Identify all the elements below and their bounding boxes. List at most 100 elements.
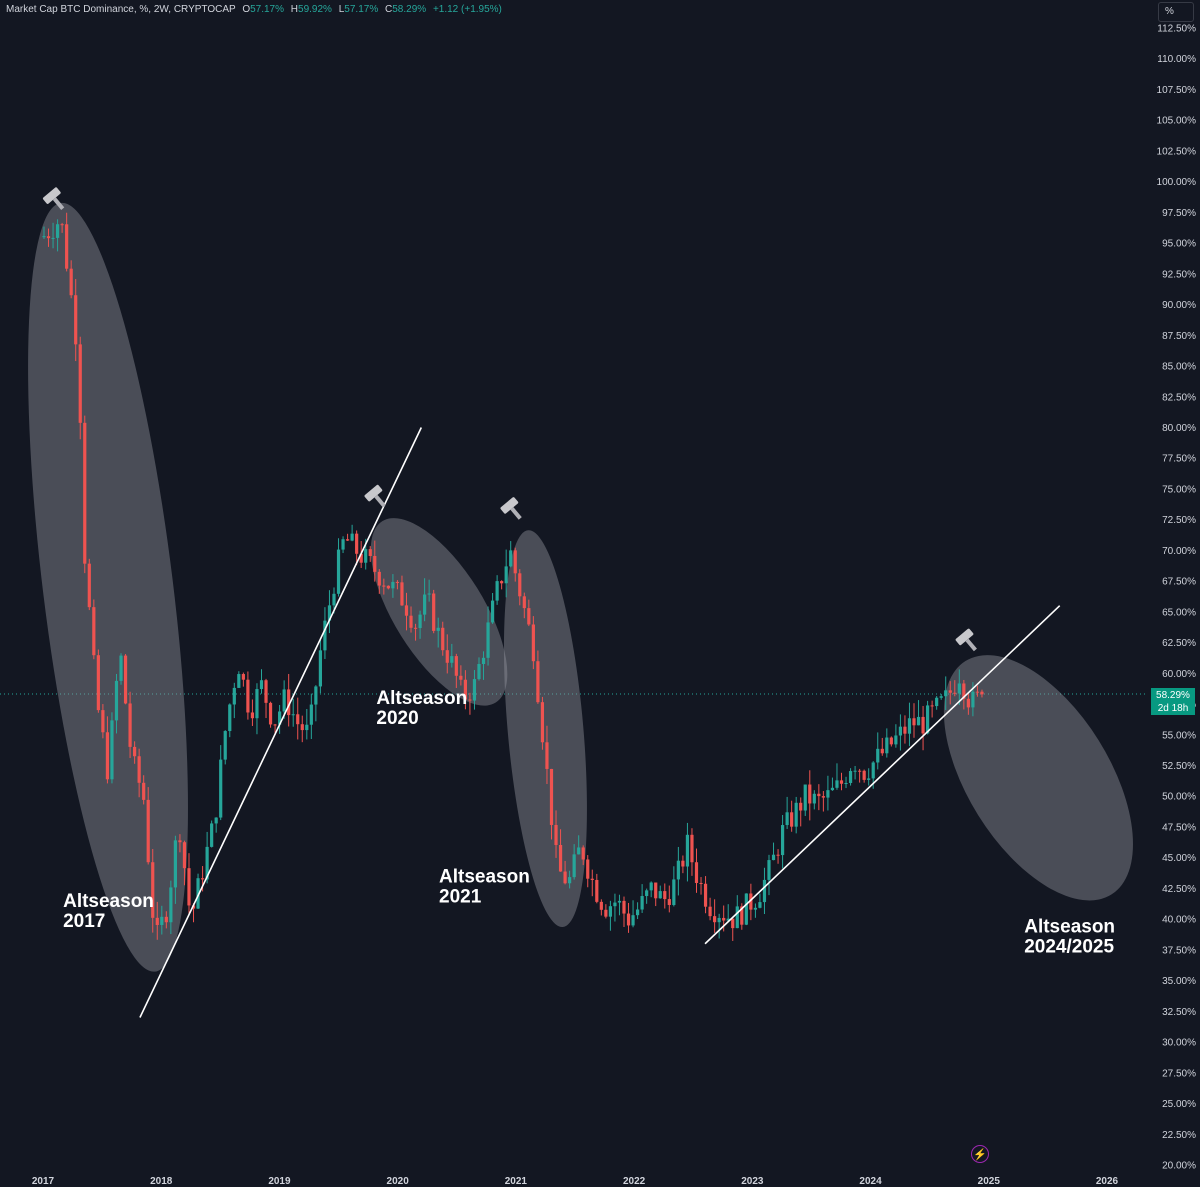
candle-body — [490, 600, 495, 623]
candle-body — [445, 650, 449, 663]
low-label: L — [338, 4, 345, 15]
y-tick-label: 82.50% — [1162, 392, 1196, 403]
candle-body — [522, 596, 526, 609]
candle-body — [436, 627, 440, 631]
candle-body — [921, 716, 925, 734]
candle-body — [935, 697, 939, 707]
candle-body — [903, 726, 907, 734]
candle-body — [509, 550, 513, 567]
candle-body — [323, 620, 327, 651]
candle-body — [246, 679, 250, 713]
candle-body — [925, 705, 930, 734]
y-tick-label: 45.00% — [1162, 853, 1196, 864]
candle-body — [812, 793, 816, 804]
y-tick-label: 30.00% — [1162, 1038, 1196, 1049]
candle-body — [740, 906, 744, 925]
candle-body — [880, 748, 884, 754]
candle-body — [554, 824, 558, 845]
altseason-label: Altseason — [63, 891, 154, 912]
y-tick-label: 32.50% — [1162, 1007, 1196, 1018]
candle-body — [862, 770, 866, 780]
candle-body — [654, 882, 658, 899]
altseason-ellipse — [503, 530, 587, 928]
candle-body — [259, 680, 264, 690]
candle-body — [468, 699, 472, 701]
candle-body — [717, 917, 721, 923]
candle-body — [223, 731, 227, 760]
high-label: H — [290, 4, 299, 15]
percent-scale-button[interactable]: % — [1158, 2, 1194, 22]
candle-body — [83, 422, 87, 564]
candle-body — [885, 737, 889, 754]
candle-body — [69, 268, 73, 296]
price-tag-value: 58.29% — [1156, 690, 1190, 701]
candle-body — [105, 732, 110, 780]
candle-body — [42, 236, 46, 238]
candle-body — [558, 844, 563, 872]
candle-body — [96, 655, 100, 711]
candle-body — [287, 689, 291, 716]
candle-body — [327, 605, 332, 621]
candle-body — [296, 714, 300, 725]
altseason-label: 2024/2025 — [1024, 937, 1114, 958]
candle-body — [78, 344, 82, 423]
y-tick-label: 42.50% — [1162, 884, 1196, 895]
candle-body — [219, 759, 223, 818]
y-tick-label: 25.00% — [1162, 1099, 1196, 1110]
candle-body — [60, 224, 64, 226]
trendline[interactable] — [704, 605, 1061, 945]
high-value: 59.92% — [298, 4, 332, 15]
candle-body — [821, 796, 825, 798]
candle-body — [699, 882, 703, 884]
candle-body — [409, 615, 413, 628]
candle-body — [540, 702, 545, 743]
candle-body — [450, 656, 454, 663]
candle-body — [278, 711, 282, 725]
candle-body — [848, 771, 853, 783]
candle-body — [568, 877, 572, 884]
candle-body — [214, 817, 218, 824]
y-tick-label: 100.00% — [1157, 177, 1197, 188]
candle-body — [373, 555, 377, 572]
y-tick-label: 107.50% — [1157, 85, 1197, 96]
altseason-label: 2021 — [439, 886, 482, 907]
candle-body — [608, 906, 613, 917]
candle-body — [771, 854, 776, 861]
candle-body — [776, 854, 780, 856]
candle-body — [876, 748, 880, 763]
candle-body — [898, 726, 903, 736]
trendline[interactable] — [139, 427, 423, 1018]
candle-body — [586, 859, 590, 879]
candle-body — [495, 581, 499, 601]
candle-body — [572, 854, 576, 878]
y-tick-label: 50.00% — [1162, 792, 1196, 803]
candle-body — [762, 879, 767, 903]
candle-body — [635, 909, 640, 916]
candle-body — [191, 905, 196, 909]
candle-body — [658, 891, 662, 899]
candle-body — [205, 846, 209, 880]
candle-body — [350, 533, 354, 541]
candle-body — [55, 224, 60, 238]
candle-body — [685, 834, 690, 867]
candle-body — [364, 549, 368, 563]
candle-body — [794, 802, 798, 827]
y-tick-label: 92.50% — [1162, 269, 1196, 280]
altseason-label: Altseason — [376, 688, 467, 709]
candle-body — [128, 703, 132, 747]
candle-body — [404, 605, 409, 616]
candle-body — [481, 657, 486, 665]
candle-body — [803, 784, 807, 811]
candle-body — [694, 862, 699, 883]
candle-body — [101, 710, 105, 733]
candle-body — [839, 780, 844, 784]
candle-body — [785, 812, 789, 826]
candle-body — [291, 714, 295, 716]
candle-body — [622, 900, 626, 914]
lightning-icon[interactable]: ⚡ — [971, 1145, 989, 1163]
candle-body — [413, 627, 418, 629]
candle-body — [744, 893, 748, 925]
candle-body — [889, 737, 893, 745]
candle-body — [110, 720, 114, 780]
